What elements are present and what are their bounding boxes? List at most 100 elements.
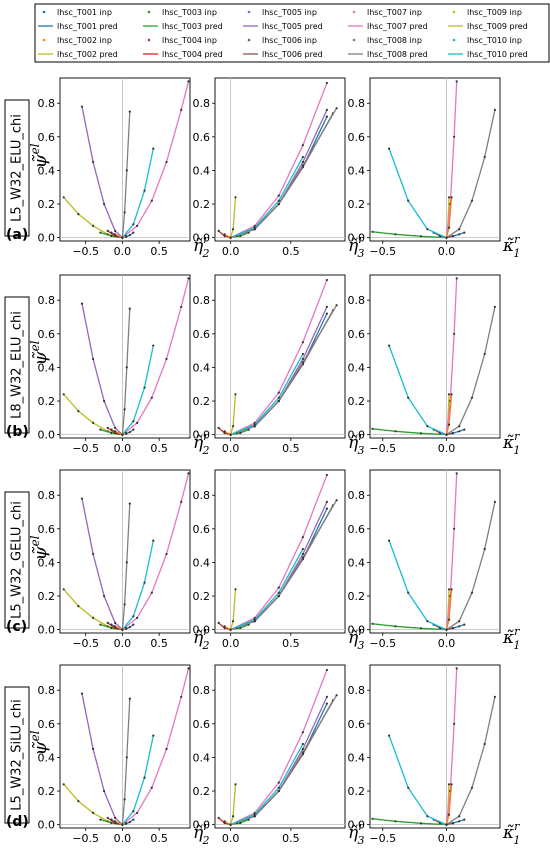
series-point (62, 393, 65, 396)
y-tick-label: 0.0 (193, 232, 211, 245)
series-point (325, 115, 328, 118)
series-point (394, 820, 397, 823)
series-point (132, 428, 135, 431)
y-tick-label: 0.4 (38, 361, 56, 374)
series-point (92, 811, 95, 815)
series-point (447, 783, 451, 786)
row-label: L8_W32_ELU_chi (10, 311, 25, 419)
y-tick-label: 0.0 (348, 624, 366, 637)
series-point (277, 586, 280, 589)
series-point (447, 618, 451, 621)
y-tick-label: 0.0 (38, 624, 56, 637)
legend-entry-label: lhsc_T010 inp (467, 36, 522, 45)
series-point (277, 399, 280, 403)
series-point (483, 352, 486, 356)
y-tick-label: 0.0 (38, 232, 56, 245)
series-point (463, 818, 466, 821)
series-point (253, 815, 256, 818)
subplot-frame (59, 274, 191, 439)
series-point (128, 110, 131, 113)
series-line (230, 116, 328, 239)
subplot-frame (214, 274, 346, 439)
series-point (451, 626, 454, 630)
y-tick-label: 0.0 (348, 429, 366, 442)
x-tick-label: 0.0 (114, 442, 132, 455)
series-point (128, 431, 131, 434)
legend-entry-label: lhsc_T006 inp (262, 36, 317, 45)
series-point (110, 231, 113, 234)
subplot-frame (59, 664, 191, 829)
series-point (187, 667, 190, 670)
y-tick-label: 0.2 (193, 395, 211, 408)
series-point (277, 789, 280, 793)
subplot: 0.00.20.40.60.8−0.5 0.0 κ̃r 1 (348, 77, 520, 260)
y-tick-label: 0.2 (348, 198, 366, 211)
legend: lhsc_T001 inp lhsc_T003 inp lhsc_T005 inp l… (34, 3, 550, 63)
series-point (103, 202, 106, 206)
series-point (325, 507, 328, 510)
series-point (187, 472, 190, 475)
panel-letter: (b) (6, 424, 29, 440)
series-point (223, 625, 226, 628)
x-tick-label: −0.5 (72, 637, 99, 650)
series-point (123, 211, 126, 214)
series-line (230, 82, 328, 239)
legend-marker (452, 38, 456, 42)
series-point (426, 815, 429, 818)
series-point (455, 80, 458, 83)
series-point (92, 224, 95, 227)
series-line (81, 498, 123, 631)
subplot: 0.0 0.2 0.4 0.6 0.8 −0.5 0.0 0.5 η̃r 2 (38, 469, 209, 652)
series-point (483, 742, 486, 746)
x-tick-label: 0.0 (438, 245, 456, 258)
row-label-box (4, 99, 30, 237)
series-point (419, 432, 423, 435)
series-line (446, 696, 496, 826)
series-point (277, 786, 280, 789)
series-point (445, 628, 448, 631)
subplot-frame (369, 469, 501, 634)
series-point (180, 108, 183, 111)
x-tick-label: −0.5 (72, 245, 99, 258)
series-point (125, 431, 128, 435)
subplot-frame (214, 469, 346, 634)
x-tick-label: 0.0 (438, 832, 456, 845)
series-line (63, 783, 123, 826)
y-tick-label: 0.8 (193, 97, 211, 110)
y-tick-label: 0.0 (193, 624, 211, 637)
series-point (106, 426, 109, 429)
series-line (388, 540, 447, 631)
subplot-frame (369, 664, 501, 829)
series-point (114, 816, 117, 820)
row-label: L5_W32_GELU_chi (10, 501, 25, 619)
series-point (128, 626, 131, 629)
series-point (388, 344, 391, 347)
series-point (92, 357, 95, 361)
series-point (301, 361, 304, 364)
row-label: L5_W32_SiLU_chi (10, 699, 25, 810)
series-point (458, 620, 461, 623)
legend-entry-label: lhsc_T001 inp (57, 8, 112, 17)
series-point (150, 786, 153, 789)
series-point (80, 302, 84, 305)
series-point (426, 425, 429, 428)
series-point (114, 426, 117, 429)
series-line (121, 503, 131, 630)
series-line (229, 784, 237, 825)
series-point (447, 226, 451, 229)
series-point (447, 423, 451, 426)
series-point (450, 393, 453, 396)
series-line (372, 428, 447, 436)
series-point (301, 155, 304, 159)
series-line (230, 696, 328, 826)
series-point (234, 196, 237, 199)
series-line (63, 196, 123, 239)
series-point (80, 692, 84, 695)
x-axis-label: η̃r 3 (348, 233, 364, 260)
series-point (253, 620, 256, 623)
series-point (187, 80, 190, 83)
legend-marker (352, 10, 356, 14)
series-point (335, 107, 338, 110)
series-line (121, 111, 131, 238)
subplot: 0.00.20.40.60.8−0.5 0.0 κ̃r 1 (348, 469, 520, 652)
